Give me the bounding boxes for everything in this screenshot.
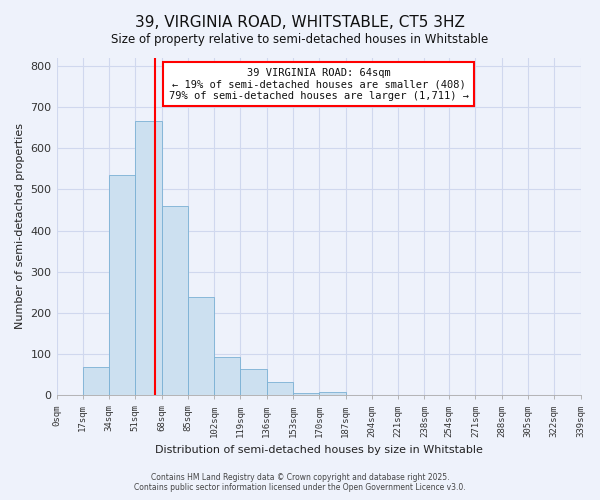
Bar	[188, 298, 214, 396]
Bar	[136, 122, 161, 396]
Text: Size of property relative to semi-detached houses in Whitstable: Size of property relative to semi-detach…	[112, 32, 488, 46]
X-axis label: Distribution of semi-detached houses by size in Whitstable: Distribution of semi-detached houses by …	[155, 445, 482, 455]
Text: Contains HM Land Registry data © Crown copyright and database right 2025.
Contai: Contains HM Land Registry data © Crown c…	[134, 473, 466, 492]
Bar	[346, 394, 372, 396]
Bar	[56, 394, 83, 396]
Bar	[241, 368, 267, 396]
Bar	[319, 392, 346, 396]
Y-axis label: Number of semi-detached properties: Number of semi-detached properties	[15, 124, 25, 330]
Text: 39, VIRGINIA ROAD, WHITSTABLE, CT5 3HZ: 39, VIRGINIA ROAD, WHITSTABLE, CT5 3HZ	[135, 15, 465, 30]
Bar	[214, 357, 241, 396]
Bar	[83, 366, 109, 396]
Bar	[161, 206, 188, 396]
Bar	[109, 175, 136, 396]
Text: 39 VIRGINIA ROAD: 64sqm
← 19% of semi-detached houses are smaller (408)
79% of s: 39 VIRGINIA ROAD: 64sqm ← 19% of semi-de…	[169, 68, 469, 101]
Bar	[267, 382, 293, 396]
Bar	[293, 394, 319, 396]
